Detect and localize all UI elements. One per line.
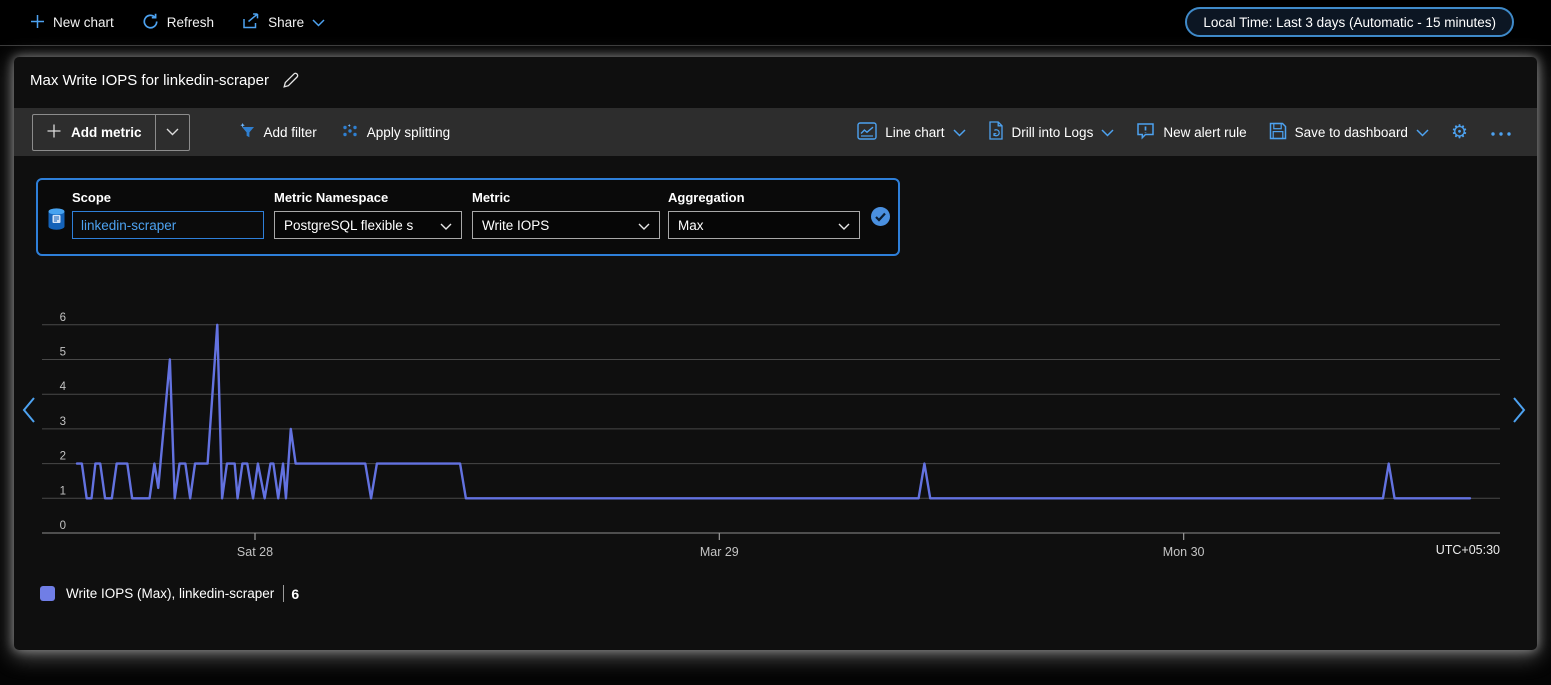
chevron-down-icon [953,125,966,140]
share-button[interactable]: Share [242,13,325,32]
filter-icon [238,122,256,142]
edit-title-pencil-icon[interactable] [281,71,300,90]
refresh-label: Refresh [166,15,215,30]
svg-text:Mar 29: Mar 29 [700,545,739,559]
save-icon [1269,122,1287,143]
new-chart-label: New chart [53,15,114,30]
svg-text:Mon 30: Mon 30 [1163,545,1205,559]
chart-title-row: Max Write IOPS for linkedin-scraper [30,71,300,90]
chevron-down-icon [638,218,650,233]
chevron-down-icon [166,123,179,141]
svg-text:6: 6 [60,312,66,324]
metrics-chart-card: Max Write IOPS for linkedin-scraper Add … [14,57,1537,650]
svg-text:4: 4 [60,381,67,393]
metric-namespace-select[interactable]: PostgreSQL flexible s [274,211,462,239]
metric-label: Metric [472,190,511,205]
new-chart-button[interactable]: New chart [30,14,114,32]
top-bar-divider [0,45,1551,46]
chevron-down-icon [838,218,850,233]
svg-text:0: 0 [60,520,66,532]
more-options-button[interactable] [1490,125,1512,140]
timezone-label: UTC+05:30 [1435,543,1500,557]
scope-label: Scope [72,190,112,205]
chevron-down-icon [1416,125,1429,140]
aggregation-select[interactable]: Max [668,211,860,239]
chevron-down-icon [312,15,325,30]
add-metric-dropdown-button[interactable] [154,114,189,150]
drill-into-logs-label: Drill into Logs [1011,124,1094,140]
share-icon [242,13,260,32]
metric-select[interactable]: Write IOPS [472,211,660,239]
ellipsis-icon [1490,125,1512,140]
refresh-button[interactable]: Refresh [142,13,214,33]
add-filter-label: Add filter [263,124,317,140]
chart-legend: Write IOPS (Max), linkedin-scraper 6 [40,585,299,602]
save-to-dashboard-button[interactable]: Save to dashboard [1269,122,1429,143]
plus-icon [46,123,62,142]
chart-page-right-chevron-icon[interactable] [1508,395,1530,425]
legend-series-label: Write IOPS (Max), linkedin-scraper [66,586,275,601]
svg-text:5: 5 [60,347,66,359]
chart-title: Max Write IOPS for linkedin-scraper [30,72,269,89]
new-alert-rule-button[interactable]: New alert rule [1136,122,1247,143]
top-command-bar: New chart Refresh Share Local Time: Last… [0,0,1551,45]
chart-page-left-chevron-icon[interactable] [18,395,40,425]
scope-input[interactable] [72,211,264,239]
legend-swatch[interactable] [40,586,55,601]
add-metric-button[interactable]: Add metric [33,115,155,150]
metric-config-panel: Scope Metric Namespace PostgreSQL flexib… [36,178,900,256]
share-label: Share [268,15,305,30]
svg-text:1: 1 [60,485,66,497]
new-alert-rule-label: New alert rule [1163,124,1247,140]
add-metric-label: Add metric [71,124,142,140]
svg-text:3: 3 [60,416,66,428]
refresh-icon [142,13,159,33]
chart-type-label: Line chart [885,124,945,140]
toolbar-right-group: Line chart Drill into Logs New alert rul [857,121,1512,143]
save-to-dashboard-label: Save to dashboard [1294,124,1408,140]
chart-type-button[interactable]: Line chart [857,121,966,143]
plus-icon [30,14,45,32]
metric-valid-check-icon [870,206,891,232]
gear-icon: ⚙ [1450,121,1468,143]
svg-text:2: 2 [60,451,66,463]
add-filter-button[interactable]: Add filter [238,122,317,142]
split-icon [341,123,359,142]
database-icon [47,207,66,236]
drill-into-logs-button[interactable]: Drill into Logs [988,121,1115,143]
chevron-down-icon [440,218,452,233]
add-metric-split-button: Add metric [32,113,190,151]
metrics-line-chart: 0 1 2 3 4 5 6 Sat 28 Mar 29 Mon 30 [42,312,1500,559]
apply-splitting-label: Apply splitting [366,124,451,140]
time-range-label: Local Time: Last 3 days (Automatic - 15 … [1203,14,1496,30]
aggregation-label: Aggregation [668,190,745,205]
alert-bubble-icon [1136,122,1155,143]
apply-splitting-button[interactable]: Apply splitting [341,123,450,142]
svg-text:Sat 28: Sat 28 [237,545,273,559]
legend-divider [283,585,285,602]
legend-max-value: 6 [291,585,300,602]
toolbar-left-group: Add metric Add filter Apply splittin [32,113,450,151]
document-logs-icon [988,121,1004,143]
chart-toolbar: Add metric Add filter Apply splittin [14,108,1537,156]
line-chart-icon [857,121,877,143]
chart-settings-button[interactable]: ⚙ [1451,123,1468,142]
time-range-picker[interactable]: Local Time: Last 3 days (Automatic - 15 … [1185,7,1514,37]
metric-namespace-label: Metric Namespace [274,190,389,205]
chevron-down-icon [1101,125,1114,140]
